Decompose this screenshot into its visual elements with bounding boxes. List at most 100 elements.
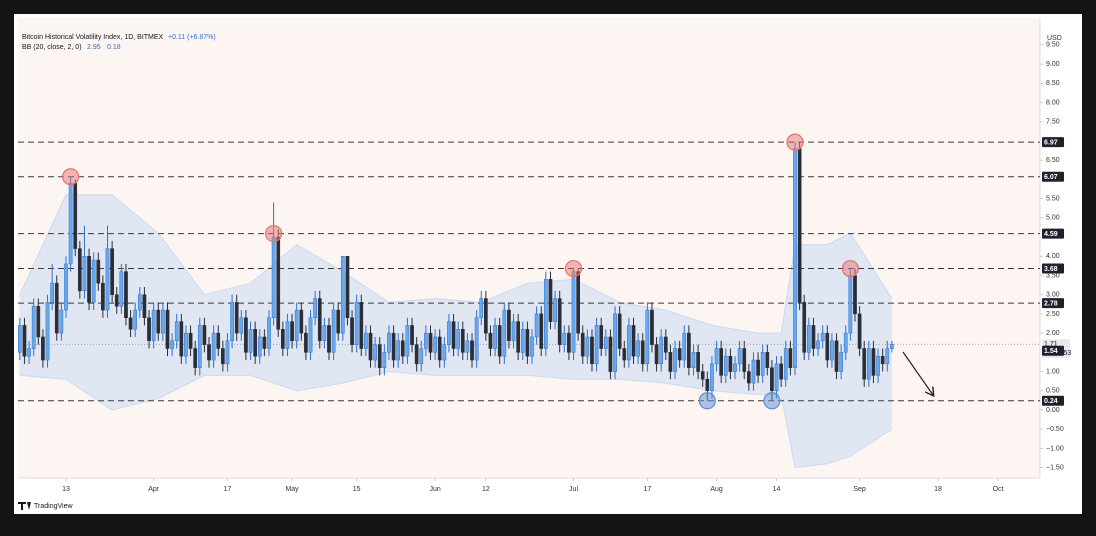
candle-body [668,352,673,372]
candle-body [211,332,216,361]
candle-body [105,248,110,311]
candle-body [447,321,451,345]
candle-body [673,348,677,372]
x-tick-label: Oct [993,486,1004,493]
y-tick-label: 3.50 [1046,272,1060,279]
candle-body [816,340,820,349]
y-tick-label: 8.00 [1046,99,1060,106]
watermark: TradingView [34,503,73,510]
candle-body [197,325,202,368]
candle-body [110,248,114,295]
candle-body [650,309,654,345]
candle-body [133,309,138,330]
candle-body [410,325,414,345]
y-tick-label: 7.50 [1046,119,1060,126]
candle-body [50,282,54,303]
candle-body [137,294,142,311]
candle-body [308,317,313,353]
candle-body [373,344,377,361]
candle-body [340,256,345,334]
candle-body [142,294,147,318]
candle-body [843,332,848,353]
candle-body [765,352,770,368]
candle-body [530,336,534,357]
candle-body [802,302,807,353]
currency: USD [1047,35,1062,42]
candle-body [225,340,230,365]
candle-body [567,332,571,353]
candle-body [866,348,871,380]
candle-body [336,309,341,334]
level-label: 2.78 [1044,300,1058,307]
candle-body [474,317,479,361]
candle-body [59,309,64,334]
high-marker [265,224,283,243]
candle-body [451,321,456,349]
candle-body [345,256,350,318]
candle-body [797,148,802,303]
chart-title: Bitcoin Historical Volatility Index, 1D,… [22,34,164,41]
candle-body [234,302,239,334]
candle-body [77,248,82,292]
candle-body [364,332,368,349]
y-tick-label: 5.50 [1046,195,1060,202]
candle-body [779,363,784,380]
candle-body [207,344,211,361]
candle-body [280,329,285,349]
candle-body [571,271,576,353]
candle-body [290,321,294,342]
x-tick-label: Jun [429,486,440,493]
candle-body [534,313,539,338]
candle-body [853,275,857,315]
candle-body [733,363,737,372]
candle-body [737,348,742,365]
candle-body [294,309,299,342]
candle-body [465,340,470,353]
y-tick-label: −0.50 [1046,426,1064,433]
candle-body [723,355,728,376]
candle-body [719,348,724,376]
y-tick-label: 9.00 [1046,61,1060,68]
y-tick-label: 2.50 [1046,311,1060,318]
candle-body [788,348,793,368]
candle-body [188,332,193,349]
high-marker [841,259,859,278]
candle-body [770,367,774,392]
candle-body [317,298,322,342]
candle-body [391,332,396,361]
candle-body [442,344,447,361]
candle-body [516,321,521,353]
level-label: 6.07 [1044,174,1058,181]
candle-body [627,325,631,361]
candle-body [876,355,880,376]
candle-body [663,336,668,353]
y-tick-label: 4.00 [1046,253,1060,260]
candle-body [677,348,682,361]
level-label-box [1042,263,1064,274]
candle-body [631,325,636,357]
y-tick-label: 8.50 [1046,80,1060,87]
candle-body [890,344,894,349]
candle-body [27,348,31,357]
candle-body [691,352,696,368]
candle-body [382,352,387,368]
candle-body [705,378,710,392]
candle-body [257,336,262,357]
candle-body [687,332,691,368]
candle-body [377,344,382,368]
candle-body [68,182,73,265]
candle-body [747,371,751,384]
candle-body [811,325,816,349]
y-tick-label: 9.50 [1046,42,1060,49]
candle-body [433,336,437,353]
candle-body [645,309,650,365]
candle-body [493,325,497,349]
candle-body [710,363,714,392]
low-marker [763,392,781,410]
high-marker [61,168,80,186]
candle-body [456,329,461,349]
candle-body [262,336,267,349]
candle-body [460,329,465,353]
candle-body [437,336,442,361]
level-label: 3.68 [1044,266,1058,273]
